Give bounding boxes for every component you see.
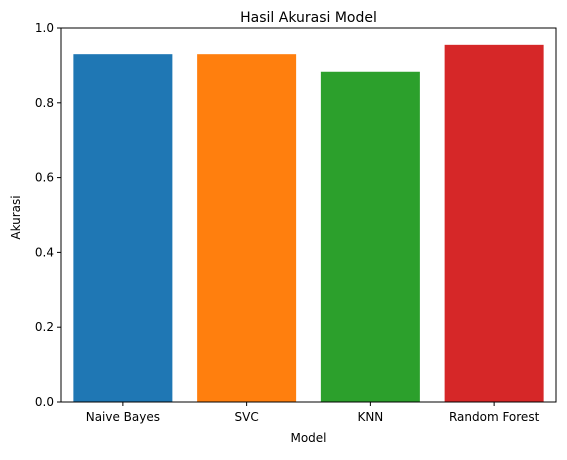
x-tick-label: Naive Bayes: [86, 410, 160, 424]
y-axis-ticks: 0.0 0.2 0.4 0.6 0.8 1.0: [35, 21, 61, 409]
chart-title: Hasil Akurasi Model: [240, 10, 377, 26]
bar-knn: [320, 71, 420, 403]
y-tick-label: 0.0: [35, 395, 54, 409]
bar-svc: [197, 54, 297, 403]
bars-layer: [73, 44, 544, 403]
x-tick-label: KNN: [357, 410, 383, 424]
x-tick-label: Random Forest: [449, 410, 540, 424]
y-tick-label: 0.6: [35, 171, 54, 185]
x-tick-label: SVC: [235, 410, 259, 424]
bar-random-forest: [444, 44, 544, 402]
bar-naive-bayes: [73, 54, 173, 403]
y-tick-label: 1.0: [35, 21, 54, 35]
y-axis-label: Akurasi: [9, 195, 23, 239]
y-tick-label: 0.4: [35, 245, 54, 259]
x-axis-label: Model: [290, 431, 326, 445]
x-axis-ticks: Naive Bayes SVC KNN Random Forest: [86, 402, 540, 424]
plot-frame: [60, 27, 557, 403]
y-tick-label: 0.2: [35, 320, 54, 334]
y-tick-label: 0.8: [35, 96, 54, 110]
